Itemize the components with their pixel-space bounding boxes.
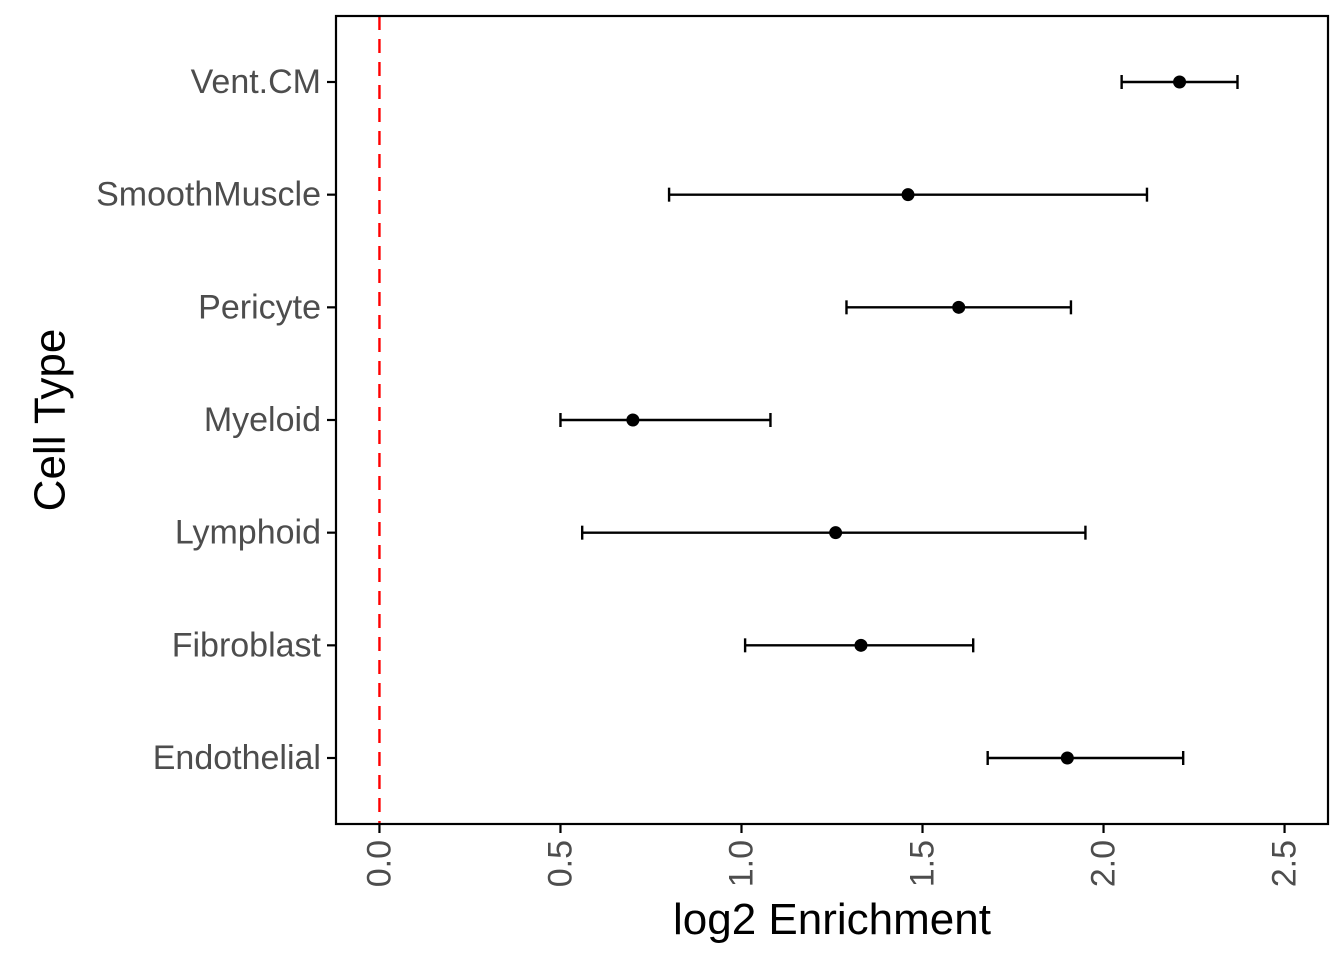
- point-Pericyte: [952, 300, 966, 314]
- y-tick-label: Fibroblast: [172, 626, 322, 664]
- x-tick-label: 1.5: [904, 840, 942, 887]
- y-axis-ticks: Vent.CM SmoothMuscle Pericyte Myeloid Lympho…: [96, 63, 336, 777]
- point-Lymphoid: [829, 526, 843, 540]
- plot-panel-border: [334, 14, 1330, 826]
- x-tick-label: 0.0: [360, 840, 398, 887]
- x-axis-ticks: 0.0 0.5 1.0 1.5 2.0 2.5: [360, 824, 1304, 887]
- point-Fibroblast: [854, 638, 868, 652]
- point-SmoothMuscle: [901, 188, 915, 202]
- y-tick-label: Endothelial: [153, 739, 321, 777]
- y-tick-label: Vent.CM: [191, 63, 321, 101]
- y-axis-title: Cell Type: [26, 329, 75, 512]
- x-tick-label: 2.0: [1085, 840, 1123, 887]
- x-tick-label: 2.5: [1266, 840, 1304, 887]
- errorbar-Myeloid: [559, 413, 772, 427]
- y-tick-label: Pericyte: [198, 288, 321, 326]
- point-Endothelial: [1060, 751, 1074, 765]
- point-Myeloid: [626, 413, 640, 427]
- point-Vent.CM: [1173, 75, 1187, 89]
- x-tick-label: 0.5: [541, 840, 579, 887]
- point-group: [626, 75, 1187, 765]
- x-tick-label: 1.0: [722, 840, 760, 887]
- y-tick-label: Lymphoid: [175, 514, 321, 552]
- errorbar-Endothelial: [986, 751, 1185, 765]
- errorbar-group: [559, 75, 1239, 765]
- y-tick-label: SmoothMuscle: [96, 176, 321, 214]
- y-tick-label: Myeloid: [204, 401, 321, 439]
- x-axis-title: log2 Enrichment: [673, 895, 991, 944]
